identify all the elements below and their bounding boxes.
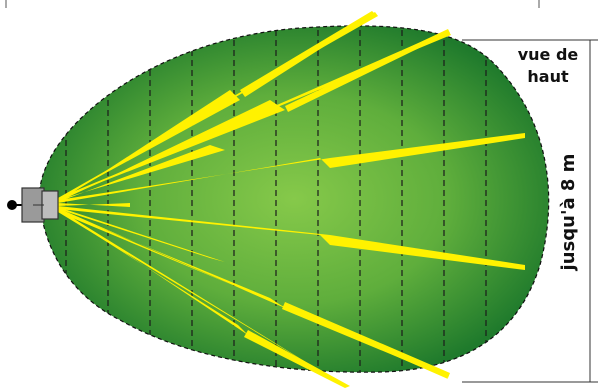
beam [285, 29, 450, 112]
view-label-line2: haut [527, 67, 569, 86]
sensor-mount-dot [7, 200, 17, 210]
range-label: jusqu'à 8 m [558, 154, 579, 272]
detection-zone [38, 25, 550, 373]
range-dimension [462, 39, 598, 383]
beam [58, 133, 525, 203]
beam [282, 302, 450, 378]
beam [244, 330, 350, 388]
detection-beams [58, 11, 525, 388]
beam [58, 145, 225, 202]
view-label-line1: vue de [518, 45, 579, 64]
beam [58, 208, 285, 308]
beam [58, 203, 130, 207]
beam [58, 207, 225, 262]
beam [58, 209, 348, 388]
sensor-lens [41, 190, 59, 220]
beam [58, 100, 285, 202]
beam [58, 90, 240, 202]
beam [58, 206, 525, 270]
beam [240, 11, 375, 97]
motion-sensor-icon [7, 187, 59, 223]
